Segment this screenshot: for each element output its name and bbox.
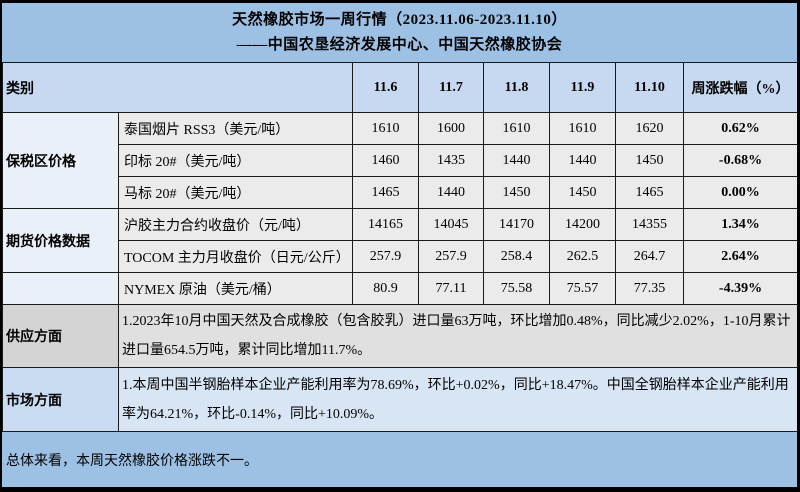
value-cell: 1610 xyxy=(483,112,550,145)
section-label-market: 市场方面 xyxy=(2,367,119,432)
summary-band: 总体来看，本周天然橡胶价格涨跌不一。 xyxy=(2,432,797,487)
change-cell: 1.34% xyxy=(683,208,797,241)
table-row-rss3: 保税区价格 泰国烟片 RSS3（美元/吨） 1610 1600 1610 161… xyxy=(2,112,797,209)
value-cell: 1450 xyxy=(483,176,550,209)
group-cell-empty xyxy=(2,272,119,305)
value-cell: 1460 xyxy=(352,144,419,177)
item-cell: TOCOM 主力月收盘价（日元/公斤） xyxy=(118,240,353,273)
value-cell: 77.11 xyxy=(418,272,484,305)
column-header-date-3: 11.8 xyxy=(483,62,550,113)
report-subtitle: ——中国农垦经济发展中心、中国天然橡胶协会 xyxy=(236,37,563,53)
column-header-category: 类别 xyxy=(2,62,353,113)
table-row-shfe: 期货价格数据 沪胶主力合约收盘价（元/吨） 14165 14045 14170 … xyxy=(2,208,797,273)
value-cell: 1450 xyxy=(549,176,616,209)
value-cell: 1465 xyxy=(352,176,419,209)
value-cell: 1440 xyxy=(483,144,550,177)
table-header-row: 类别 11.6 11.7 11.8 11.9 11.10 周涨跌幅（%） xyxy=(2,62,797,113)
section-text-market: 1.本周中国半钢胎样本企业产能利用率为78.69%，环比+0.02%，同比+18… xyxy=(118,367,797,432)
title-band: 天然橡胶市场一周行情（2023.11.06-2023.11.10） ——中国农垦… xyxy=(2,3,797,62)
value-cell: 1465 xyxy=(615,176,684,209)
group-cell-bonded-zone: 保税区价格 xyxy=(2,112,119,209)
column-header-date-1: 11.6 xyxy=(352,62,419,113)
change-cell: 2.64% xyxy=(683,240,797,273)
value-cell: 14170 xyxy=(483,208,550,241)
supply-section-row: 供应方面 1.2023年10月中国天然及合成橡胶（包含胶乳）进口量63万吨，环比… xyxy=(2,304,797,368)
value-cell: 1600 xyxy=(418,112,484,145)
value-cell: 1620 xyxy=(615,112,684,145)
value-cell: 264.7 xyxy=(615,240,684,273)
item-cell: 沪胶主力合约收盘价（元/吨） xyxy=(118,208,353,241)
value-cell: 258.4 xyxy=(483,240,550,273)
change-cell: -4.39% xyxy=(683,272,797,305)
column-header-date-5: 11.10 xyxy=(615,62,684,113)
value-cell: 262.5 xyxy=(549,240,616,273)
value-cell: 1440 xyxy=(418,176,484,209)
value-cell: 77.35 xyxy=(615,272,684,305)
change-cell: 0.00% xyxy=(683,176,797,209)
value-cell: 14355 xyxy=(615,208,684,241)
value-cell: 257.9 xyxy=(352,240,419,273)
value-cell: 1435 xyxy=(418,144,484,177)
value-cell: 80.9 xyxy=(352,272,419,305)
value-cell: 14165 xyxy=(352,208,419,241)
market-section-row: 市场方面 1.本周中国半钢胎样本企业产能利用率为78.69%，环比+0.02%，… xyxy=(2,367,797,432)
group-cell-futures: 期货价格数据 xyxy=(2,208,119,273)
table-row-std-indo: 印标 20#（美元/吨） 1460 1435 1440 1440 1450 -0… xyxy=(3,144,797,177)
value-cell: 1610 xyxy=(549,112,616,145)
value-cell: 14045 xyxy=(418,208,484,241)
summary-text: 总体来看，本周天然橡胶价格涨跌不一。 xyxy=(6,453,258,469)
table-row-tocom: TOCOM 主力月收盘价（日元/公斤） 257.9 257.9 258.4 26… xyxy=(3,240,797,273)
column-header-date-2: 11.7 xyxy=(418,62,484,113)
column-header-date-4: 11.9 xyxy=(549,62,616,113)
change-cell: 0.62% xyxy=(683,112,797,145)
table-row-nymex: NYMEX 原油（美元/桶） 80.9 77.11 75.58 75.57 77… xyxy=(2,272,797,305)
section-label-supply: 供应方面 xyxy=(2,304,119,368)
value-cell: 75.57 xyxy=(549,272,616,305)
price-table: 类别 11.6 11.7 11.8 11.9 11.10 周涨跌幅（%） 保税区… xyxy=(2,62,797,432)
value-cell: 14200 xyxy=(549,208,616,241)
value-cell: 1450 xyxy=(615,144,684,177)
item-cell: 马标 20#（美元/吨） xyxy=(118,176,353,209)
report-title: 天然橡胶市场一周行情（2023.11.06-2023.11.10） xyxy=(232,12,567,28)
value-cell: 1440 xyxy=(549,144,616,177)
item-cell: 泰国烟片 RSS3（美元/吨） xyxy=(118,112,353,145)
value-cell: 257.9 xyxy=(418,240,484,273)
change-cell: -0.68% xyxy=(683,144,797,177)
value-cell: 75.58 xyxy=(483,272,550,305)
item-cell: NYMEX 原油（美元/桶） xyxy=(118,272,353,305)
column-header-change: 周涨跌幅（%） xyxy=(683,62,797,113)
value-cell: 1610 xyxy=(352,112,419,145)
section-text-supply: 1.2023年10月中国天然及合成橡胶（包含胶乳）进口量63万吨，环比增加0.4… xyxy=(118,304,797,368)
table-row-std-malay: 马标 20#（美元/吨） 1465 1440 1450 1450 1465 0.… xyxy=(3,176,797,209)
item-cell: 印标 20#（美元/吨） xyxy=(118,144,353,177)
